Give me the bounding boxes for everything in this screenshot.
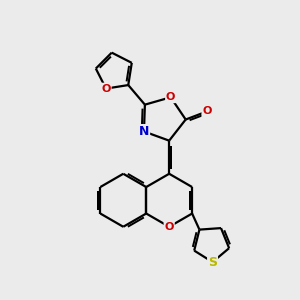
Text: O: O xyxy=(164,222,174,232)
Text: O: O xyxy=(202,106,212,116)
Text: S: S xyxy=(208,256,217,268)
Text: O: O xyxy=(166,92,175,102)
Text: O: O xyxy=(101,84,111,94)
Text: N: N xyxy=(139,125,149,138)
